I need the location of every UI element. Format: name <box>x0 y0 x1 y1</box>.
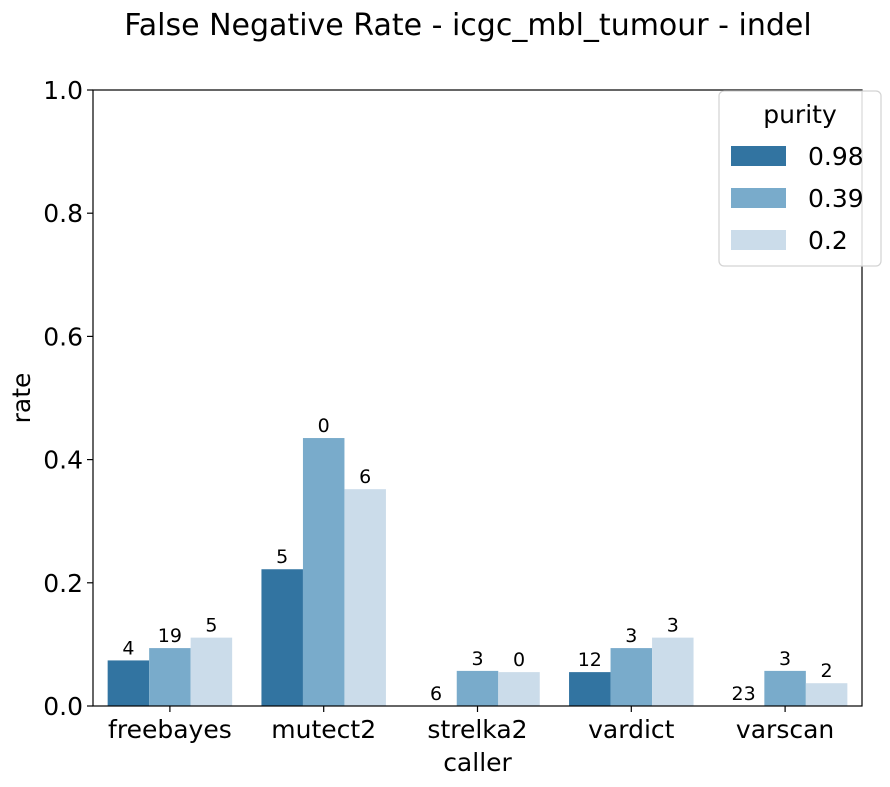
bar-mutect2-0.98 <box>261 569 303 706</box>
bar-data-label: 0 <box>513 649 525 671</box>
bar-data-label: 3 <box>625 625 637 647</box>
legend-swatch <box>731 188 786 208</box>
y-tick-label: 0.0 <box>43 692 83 721</box>
legend-entry: 0.39 <box>808 184 864 213</box>
bar-varscan-0.39 <box>764 670 806 706</box>
x-axis-label: caller <box>443 748 512 777</box>
bar-freebayes-0.2 <box>190 637 233 706</box>
y-axis-label: rate <box>7 373 36 424</box>
y-tick-label: 1.0 <box>43 76 83 105</box>
legend-title: purity <box>763 100 837 129</box>
bar-data-label: 6 <box>430 683 442 705</box>
bar-freebayes-0.39 <box>149 648 191 706</box>
bar-mutect2-0.2 <box>344 489 386 706</box>
bar-freebayes-0.98 <box>107 660 150 706</box>
bar-data-label: 12 <box>578 649 602 671</box>
bar-data-label: 6 <box>359 466 371 488</box>
y-tick-label: 0.6 <box>43 322 83 351</box>
legend-swatch <box>731 230 786 250</box>
legend-entry: 0.98 <box>808 142 864 171</box>
bar-vardict-0.98 <box>569 672 611 706</box>
bar-data-label: 2 <box>821 660 833 682</box>
bar-data-label: 4 <box>122 637 134 659</box>
chart-title: False Negative Rate - icgc_mbl_tumour - … <box>124 8 811 43</box>
bar-data-label: 3 <box>667 615 679 637</box>
legend: purity 0.98 0.39 0.2 <box>718 90 882 267</box>
bar-strelka2-0.39 <box>456 670 499 706</box>
x-tick-label: mutect2 <box>271 715 376 744</box>
legend-entry: 0.2 <box>808 226 848 255</box>
y-tick-label: 0.8 <box>43 199 83 228</box>
bar-data-label: 5 <box>276 546 288 568</box>
x-tick-label: freebayes <box>108 715 232 744</box>
bar-data-label: 23 <box>732 683 756 705</box>
bar-strelka2-0.2 <box>498 672 540 706</box>
x-tick-label: vardict <box>588 715 675 744</box>
bar-varscan-0.2 <box>805 683 848 706</box>
bar-vardict-0.2 <box>652 637 694 706</box>
bar-data-label: 3 <box>779 648 791 670</box>
y-tick-label: 0.2 <box>43 569 83 598</box>
y-tick-label: 0.4 <box>43 446 83 475</box>
bar-vardict-0.39 <box>610 648 653 706</box>
bar-data-label: 0 <box>318 415 330 437</box>
bar-data-label: 5 <box>205 615 217 637</box>
bar-data-label: 19 <box>158 625 182 647</box>
x-tick-label: strelka2 <box>427 715 527 744</box>
x-tick-label: varscan <box>736 715 834 744</box>
bar-mutect2-0.39 <box>302 438 345 706</box>
legend-swatch <box>731 146 786 166</box>
bar-data-label: 3 <box>471 648 483 670</box>
legend-box <box>718 90 882 267</box>
